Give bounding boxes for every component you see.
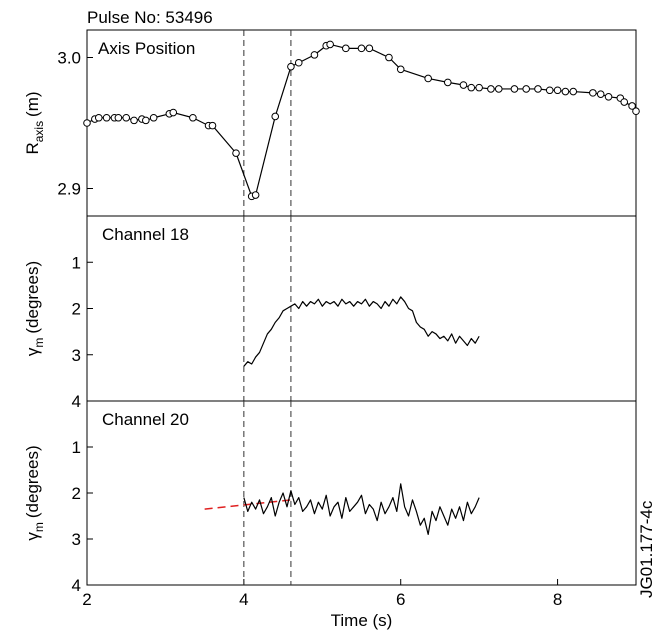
y-tick-label: 3 bbox=[72, 346, 81, 365]
data-point bbox=[130, 116, 138, 125]
data-point bbox=[208, 121, 217, 130]
data-point bbox=[475, 83, 483, 92]
data-point bbox=[357, 44, 366, 53]
data-point bbox=[589, 89, 597, 97]
data-point bbox=[396, 65, 405, 74]
panel-label: Axis Position bbox=[98, 39, 195, 58]
y-label-unit: (degrees) bbox=[23, 445, 42, 518]
x-tick-label: 8 bbox=[553, 590, 562, 609]
y-tick-label: 1 bbox=[72, 438, 81, 457]
data-point bbox=[487, 85, 495, 93]
data-point bbox=[122, 113, 131, 122]
data-point bbox=[149, 113, 158, 122]
x-tick-label: 6 bbox=[396, 590, 405, 609]
data-point bbox=[271, 112, 280, 121]
y-tick-label: 4 bbox=[72, 392, 81, 411]
y-label-sub: axis bbox=[32, 121, 46, 142]
chart-title: Pulse No: 53496 bbox=[87, 8, 213, 27]
data-point bbox=[510, 85, 519, 93]
y-label-sub: m bbox=[32, 522, 46, 532]
y-axis-label: γm (degrees) bbox=[23, 261, 46, 356]
data-point bbox=[142, 116, 150, 125]
data-point bbox=[467, 83, 476, 92]
data-point bbox=[114, 113, 123, 122]
x-axis-label: Time (s) bbox=[331, 611, 393, 630]
y-tick-label: 3.0 bbox=[57, 49, 81, 68]
data-point bbox=[522, 85, 531, 93]
data-point bbox=[310, 51, 319, 59]
data-point bbox=[443, 78, 452, 87]
data-point bbox=[620, 98, 629, 106]
data-point bbox=[545, 86, 554, 95]
y-tick-label: 2 bbox=[72, 300, 81, 319]
y-tick-label: 1 bbox=[72, 253, 81, 272]
x-tick-label: 4 bbox=[239, 590, 248, 609]
data-point bbox=[326, 40, 334, 49]
y-label-main: R bbox=[23, 142, 42, 154]
y-label-unit: (degrees) bbox=[23, 261, 42, 334]
data-point bbox=[494, 85, 503, 93]
trend-line bbox=[204, 499, 291, 510]
data-line bbox=[86, 43, 637, 197]
data-point bbox=[83, 119, 91, 127]
data-point bbox=[232, 149, 240, 157]
data-point bbox=[94, 113, 103, 122]
y-label-main: γ bbox=[23, 532, 42, 541]
data-point bbox=[189, 113, 197, 122]
data-point bbox=[553, 86, 562, 95]
x-tick-label: 2 bbox=[82, 590, 91, 609]
data-point bbox=[251, 191, 260, 199]
data-point bbox=[534, 85, 542, 93]
data-point bbox=[596, 90, 605, 98]
data-point bbox=[102, 113, 111, 122]
y-label-main: γ bbox=[23, 347, 42, 356]
data-point bbox=[169, 108, 178, 117]
data-point bbox=[287, 62, 295, 71]
data-line bbox=[243, 296, 480, 367]
data-point bbox=[569, 87, 578, 96]
data-point bbox=[342, 44, 350, 53]
y-axis-label: γm (degrees) bbox=[23, 445, 46, 540]
data-point bbox=[628, 102, 636, 110]
data-point bbox=[632, 107, 640, 116]
data-point bbox=[294, 58, 303, 67]
data-point bbox=[561, 87, 570, 96]
data-point bbox=[424, 74, 432, 83]
data-line bbox=[243, 483, 480, 535]
y-axis-label: Raxis (m) bbox=[23, 91, 46, 154]
y-label-sub: m bbox=[32, 338, 46, 348]
y-label-unit: (m) bbox=[23, 91, 42, 116]
side-label: JG01.177-4c bbox=[637, 500, 656, 598]
y-tick-label: 2 bbox=[72, 484, 81, 503]
data-point bbox=[385, 53, 393, 62]
panel-label: Channel 20 bbox=[102, 410, 189, 429]
panel-label: Channel 18 bbox=[102, 225, 189, 244]
y-tick-label: 4 bbox=[72, 576, 81, 595]
y-tick-label: 3 bbox=[72, 530, 81, 549]
data-point bbox=[459, 81, 468, 89]
y-tick-label: 2.9 bbox=[57, 179, 81, 198]
data-point bbox=[604, 93, 613, 101]
data-point bbox=[365, 44, 374, 53]
